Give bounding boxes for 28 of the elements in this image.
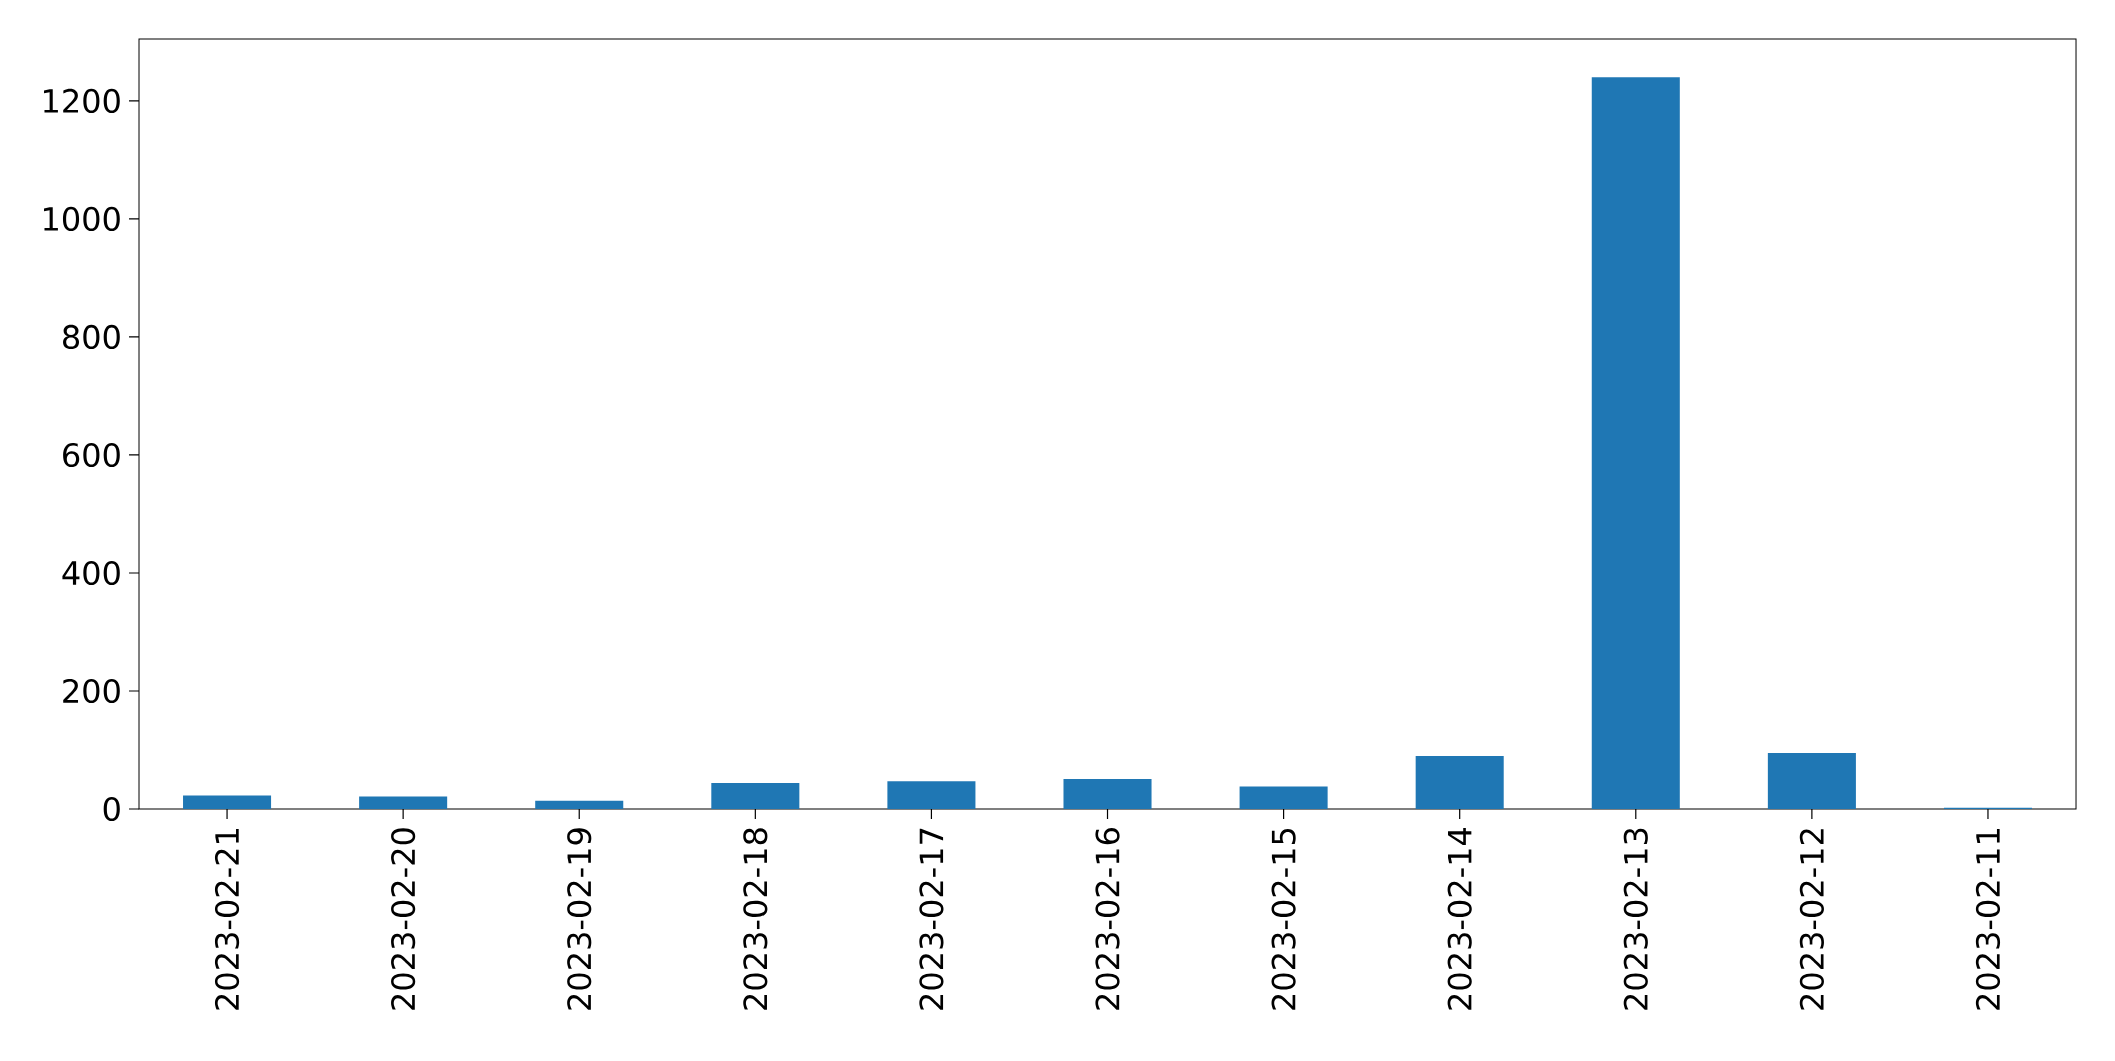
x-tick-label: 2023-02-11 <box>1975 829 2001 1010</box>
x-tick-label: 2023-02-18 <box>743 828 768 1010</box>
bar <box>359 796 448 809</box>
x-tick-label: 2023-02-14 <box>1447 827 1472 1010</box>
bar <box>887 781 976 809</box>
y-tick-label: 200 <box>63 678 120 704</box>
y-tick-label: 400 <box>62 560 120 586</box>
y-tick-label: 1000 <box>44 206 120 232</box>
x-tick-label: 2023-02-16 <box>1095 828 1120 1010</box>
x-tick-label: 2023-02-13 <box>1623 828 1648 1010</box>
y-tick-label: 0 <box>103 796 120 822</box>
x-tick-label: 2023-02-17 <box>919 828 944 1010</box>
x-tick-label: 2023-02-20 <box>391 828 416 1010</box>
x-tick-label: 2023-02-15 <box>1271 828 1296 1010</box>
y-tick-label: 600 <box>63 442 120 468</box>
bar <box>1415 755 1504 809</box>
y-tick-label: 1200 <box>44 88 120 114</box>
bar <box>183 795 272 809</box>
bar <box>711 783 800 809</box>
bar <box>1591 77 1680 809</box>
x-tick-label: 2023-02-21 <box>214 829 240 1010</box>
bar <box>1767 752 1856 809</box>
bar <box>535 800 624 809</box>
y-tick-label: 800 <box>63 324 120 350</box>
bar <box>1063 778 1152 809</box>
bar <box>1239 786 1328 809</box>
x-tick-label: 2023-02-19 <box>567 828 592 1010</box>
x-tick-label: 2023-02-12 <box>1799 829 1824 1010</box>
